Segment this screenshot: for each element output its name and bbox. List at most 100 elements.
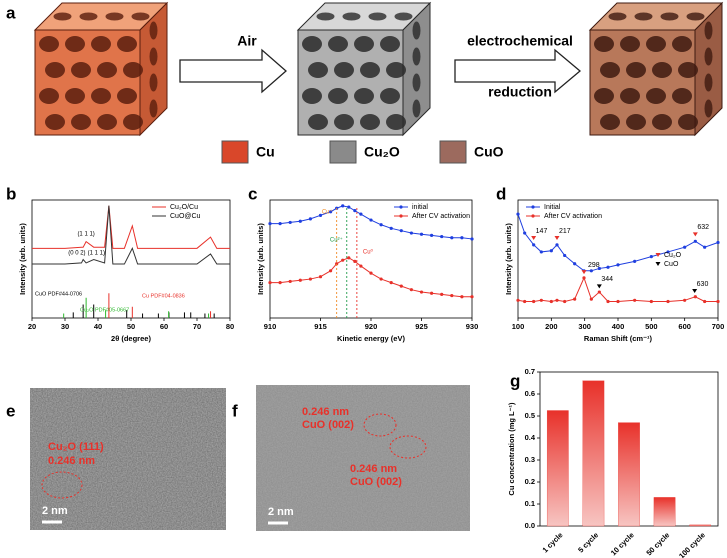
x-axis-label: Raman Shift (cm⁻¹) bbox=[584, 334, 653, 343]
data-point bbox=[649, 255, 653, 259]
pore bbox=[334, 62, 354, 78]
data-point bbox=[470, 295, 474, 299]
data-point bbox=[329, 269, 333, 273]
y-axis-label: Intensity (arb. units) bbox=[256, 223, 265, 295]
pore bbox=[65, 88, 85, 104]
panel-label: a bbox=[6, 3, 16, 22]
legend-label: After CV activation bbox=[412, 213, 470, 220]
y-tick-label: 0.0 bbox=[525, 521, 535, 530]
data-point bbox=[460, 295, 464, 299]
annotation: 0.246 nm bbox=[48, 455, 95, 467]
data-point bbox=[450, 293, 454, 298]
pore bbox=[660, 12, 679, 21]
data-point bbox=[539, 298, 543, 302]
x-tick-label: 915 bbox=[314, 322, 327, 331]
data-point bbox=[318, 213, 323, 217]
pore bbox=[704, 73, 713, 92]
scale-bar-label: 2 nm bbox=[268, 506, 294, 518]
pore bbox=[672, 36, 692, 52]
annotation: CuO (002) bbox=[302, 419, 354, 431]
arrow bbox=[179, 48, 287, 94]
pore bbox=[302, 88, 322, 104]
pore bbox=[646, 36, 666, 52]
x-tick-label: 70 bbox=[193, 322, 201, 331]
legend-marker bbox=[531, 214, 535, 218]
data-point bbox=[649, 299, 653, 304]
data-point bbox=[666, 250, 670, 254]
x-axis-label: 2θ (degree) bbox=[111, 334, 151, 343]
data-point bbox=[335, 262, 339, 266]
x-tick-label: 50 cycle bbox=[644, 530, 671, 557]
reference-label: CuO PDF#44-0706 bbox=[35, 291, 82, 297]
pore bbox=[334, 114, 354, 130]
data-point bbox=[399, 284, 403, 288]
legend-swatch bbox=[439, 140, 467, 164]
pore bbox=[704, 21, 713, 40]
data-point bbox=[359, 264, 363, 268]
pore bbox=[302, 36, 322, 52]
y-tick-label: 0.6 bbox=[525, 389, 535, 398]
legend-marker bbox=[399, 214, 403, 218]
pore bbox=[594, 88, 614, 104]
pore bbox=[53, 12, 72, 21]
y-tick-label: 0.7 bbox=[525, 367, 535, 376]
legend-label: Cu₂O/Cu bbox=[170, 204, 198, 211]
data-point bbox=[353, 209, 357, 213]
peak-label: 630 bbox=[697, 281, 709, 288]
x-tick-label: 700 bbox=[712, 322, 725, 331]
pore bbox=[704, 99, 713, 118]
pore bbox=[360, 114, 380, 130]
guide-label: Cu²⁺ bbox=[330, 237, 343, 244]
data-point bbox=[288, 220, 292, 225]
data-point bbox=[597, 290, 601, 294]
data-point bbox=[353, 259, 357, 263]
peak-label: 344 bbox=[601, 276, 613, 283]
data-point bbox=[430, 233, 434, 237]
pore bbox=[97, 62, 117, 78]
data-point bbox=[549, 249, 553, 253]
pore bbox=[594, 36, 614, 52]
legend-label: initial bbox=[412, 204, 428, 211]
y-tick-label: 0.1 bbox=[525, 499, 535, 508]
legend-swatch bbox=[329, 140, 357, 164]
data-point bbox=[597, 266, 601, 271]
x-tick-label: 930 bbox=[466, 322, 479, 331]
data-point bbox=[409, 231, 413, 235]
data-point bbox=[555, 298, 559, 302]
bar bbox=[618, 422, 640, 527]
panel-label: e bbox=[6, 401, 15, 420]
data-point bbox=[523, 299, 527, 304]
x-tick-label: 40 bbox=[94, 322, 102, 331]
pore bbox=[149, 47, 158, 66]
panel-label: c bbox=[248, 184, 257, 203]
data-point bbox=[666, 299, 670, 304]
data-point bbox=[633, 298, 637, 302]
data-point bbox=[389, 226, 393, 230]
data-point bbox=[347, 256, 351, 260]
panel-label: g bbox=[510, 371, 520, 390]
scale-bar-label: 2 nm bbox=[42, 505, 68, 517]
legend-marker bbox=[655, 262, 661, 266]
data-point bbox=[341, 258, 345, 262]
data-point bbox=[379, 277, 383, 281]
x-tick-label: 300 bbox=[578, 322, 591, 331]
legend: Cu Cu₂O CuO bbox=[221, 140, 504, 164]
pore bbox=[380, 36, 400, 52]
legend-label: Cu bbox=[256, 144, 275, 160]
x-tick-label: 50 bbox=[127, 322, 135, 331]
pore bbox=[65, 36, 85, 52]
data-point bbox=[606, 265, 610, 269]
legend-label: Cu₂O bbox=[664, 252, 682, 259]
x-tick-label: 925 bbox=[415, 322, 428, 331]
highlight bbox=[363, 413, 397, 437]
pore bbox=[620, 88, 640, 104]
peak-marker bbox=[554, 235, 560, 240]
x-tick-label: 10 cycle bbox=[609, 530, 636, 557]
annotation: CuO (002) bbox=[350, 476, 402, 488]
y-tick-label: 0.2 bbox=[525, 477, 535, 486]
pore bbox=[39, 88, 59, 104]
pore bbox=[91, 88, 111, 104]
annotation: 0.246 nm bbox=[302, 406, 349, 418]
legend-label: CuO@Cu bbox=[170, 213, 201, 220]
data-point bbox=[616, 263, 620, 267]
